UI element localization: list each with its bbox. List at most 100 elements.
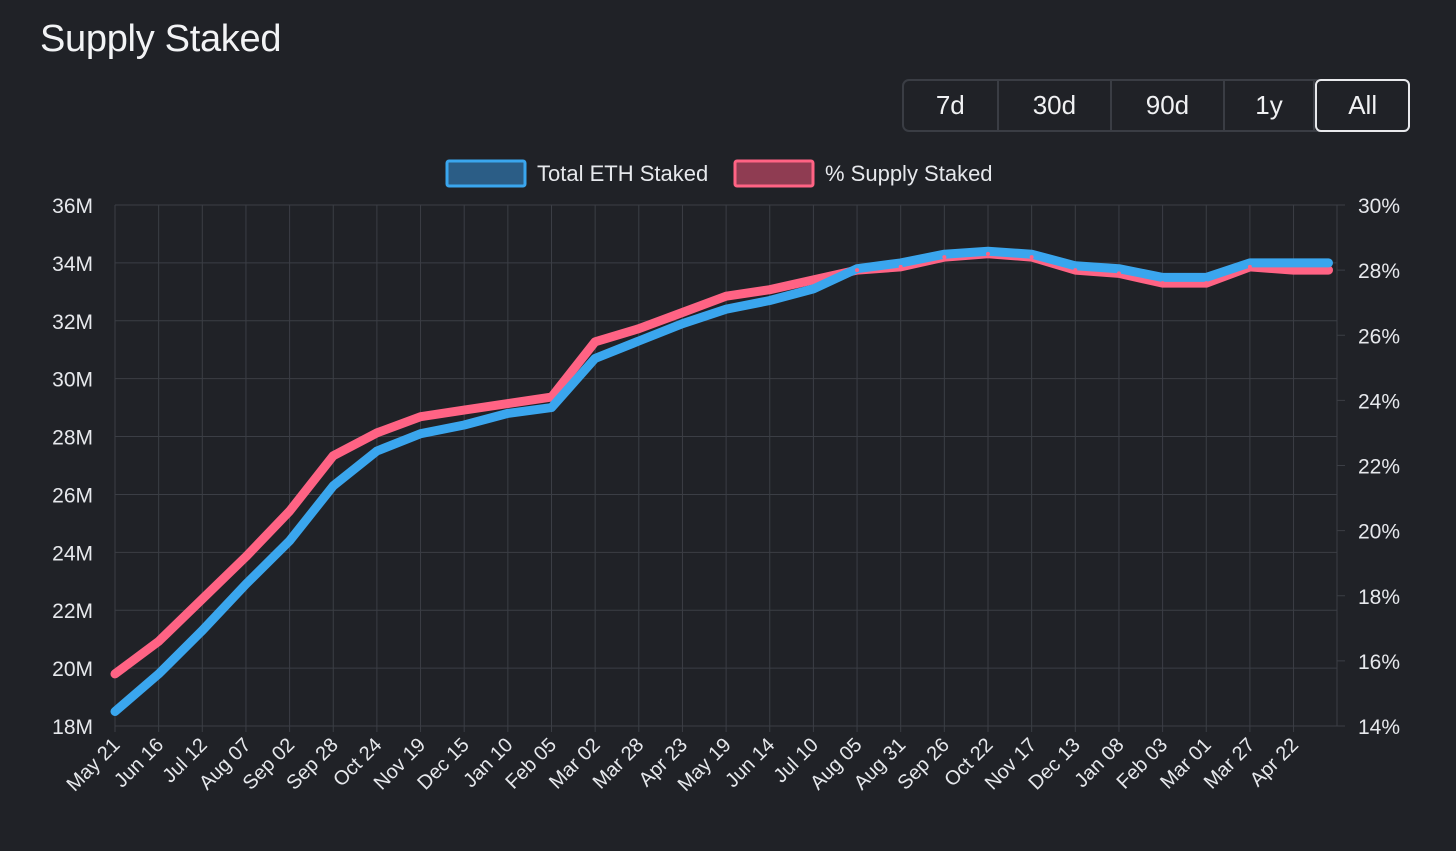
pct-point	[1326, 268, 1331, 273]
pct-point	[680, 310, 685, 315]
pct-point	[1204, 281, 1209, 286]
pct-point	[1073, 268, 1078, 273]
eth-point	[1160, 275, 1165, 280]
legend-label-pct: % Supply Staked	[825, 161, 993, 186]
right-tick-label: 22%	[1358, 456, 1400, 479]
pct-point	[1247, 264, 1252, 269]
legend-item-pct[interactable]: % Supply Staked	[733, 159, 993, 188]
right-tick-label: 18%	[1358, 586, 1400, 609]
pct-point	[1029, 255, 1034, 260]
left-tick-label: 36M	[52, 195, 93, 218]
eth-point	[287, 538, 292, 543]
pct-point	[418, 414, 423, 419]
eth-point	[113, 709, 117, 714]
time-range-selector: 7d 30d 90d 1y All	[902, 79, 1410, 132]
eth-point	[593, 356, 598, 361]
eth-point	[1073, 263, 1078, 268]
pct-point	[636, 326, 641, 331]
pct-point	[113, 671, 117, 676]
left-axis-ticks: 36M 34M 32M 30M 28M 26M 24M 22M 20M 18M	[52, 195, 93, 739]
range-all-button[interactable]: All	[1315, 79, 1410, 132]
right-tick-label: 30%	[1358, 195, 1400, 218]
pct-point	[1160, 281, 1165, 286]
eth-point	[680, 321, 685, 326]
right-tick-label: 28%	[1358, 260, 1400, 283]
eth-point	[331, 483, 336, 488]
pct-point	[287, 509, 292, 514]
chart-grid	[114, 204, 1338, 732]
eth-point	[462, 422, 467, 427]
right-tick-label: 14%	[1358, 716, 1400, 739]
pct-point	[898, 264, 903, 269]
range-90d-button[interactable]: 90d	[1112, 81, 1225, 130]
pct-point	[200, 597, 205, 602]
left-tick-label: 24M	[52, 542, 93, 565]
pct-point	[331, 453, 336, 458]
pct-point	[549, 395, 554, 400]
eth-point	[156, 671, 161, 676]
eth-point	[1116, 266, 1121, 271]
range-7d-button[interactable]: 7d	[904, 81, 999, 130]
x-tick-label: Jun 14	[721, 734, 779, 792]
pct-point	[767, 287, 772, 292]
eth-point	[1291, 260, 1296, 265]
pct-point	[855, 268, 860, 273]
left-tick-label: 18M	[52, 716, 93, 739]
pct-point	[243, 554, 248, 559]
right-tick-label: 24%	[1358, 390, 1400, 413]
eth-point	[1029, 252, 1034, 257]
eth-point	[1247, 260, 1252, 265]
x-tick-label: May 21	[63, 734, 125, 796]
chart-series	[110, 246, 1333, 716]
eth-point	[898, 260, 903, 265]
eth-point	[374, 449, 379, 454]
chart-legend: Total ETH Staked % Supply Staked	[445, 159, 993, 188]
legend-swatch-eth	[445, 159, 527, 188]
eth-point	[200, 628, 205, 633]
eth-point	[811, 286, 816, 291]
pct-point	[593, 339, 598, 344]
right-tick-label: 16%	[1358, 651, 1400, 674]
left-tick-label: 20M	[52, 658, 93, 681]
range-30d-button[interactable]: 30d	[999, 81, 1113, 130]
pct-point	[1116, 271, 1121, 276]
eth-point	[942, 252, 947, 257]
x-tick-label: Apr 22	[1246, 734, 1303, 791]
pct-point	[462, 408, 467, 413]
left-tick-label: 32M	[52, 311, 93, 334]
left-tick-label: 34M	[52, 253, 93, 276]
right-tick-label: 20%	[1358, 521, 1400, 544]
eth-point	[767, 298, 772, 303]
left-tick-label: 28M	[52, 427, 93, 450]
left-tick-label: 26M	[52, 484, 93, 507]
right-axis-ticks: 30% 28% 26% 24% 22% 20% 18% 16% 14%	[1337, 195, 1400, 739]
legend-swatch-pct	[733, 159, 815, 188]
pct-point	[505, 401, 510, 406]
range-1y-button[interactable]: 1y	[1225, 81, 1316, 130]
series-line-pct	[110, 249, 1333, 679]
pct-point	[374, 430, 379, 435]
eth-point	[418, 431, 423, 436]
pct-point	[724, 294, 729, 299]
eth-point	[724, 307, 729, 312]
left-tick-label: 22M	[52, 600, 93, 623]
eth-point	[636, 339, 641, 344]
legend-item-eth[interactable]: Total ETH Staked	[445, 159, 708, 188]
eth-point	[505, 411, 510, 416]
pct-point	[811, 277, 816, 282]
eth-point	[549, 405, 554, 410]
eth-point	[1326, 260, 1331, 265]
right-tick-label: 26%	[1358, 325, 1400, 348]
x-tick-label: Jun 16	[110, 734, 168, 792]
pct-point	[986, 251, 990, 256]
pct-point	[1291, 268, 1296, 273]
eth-point	[243, 582, 248, 587]
pct-point	[156, 639, 161, 644]
left-tick-label: 30M	[52, 369, 93, 392]
pct-point	[942, 255, 947, 260]
eth-point	[1204, 275, 1209, 280]
page-title: Supply Staked	[40, 18, 282, 60]
